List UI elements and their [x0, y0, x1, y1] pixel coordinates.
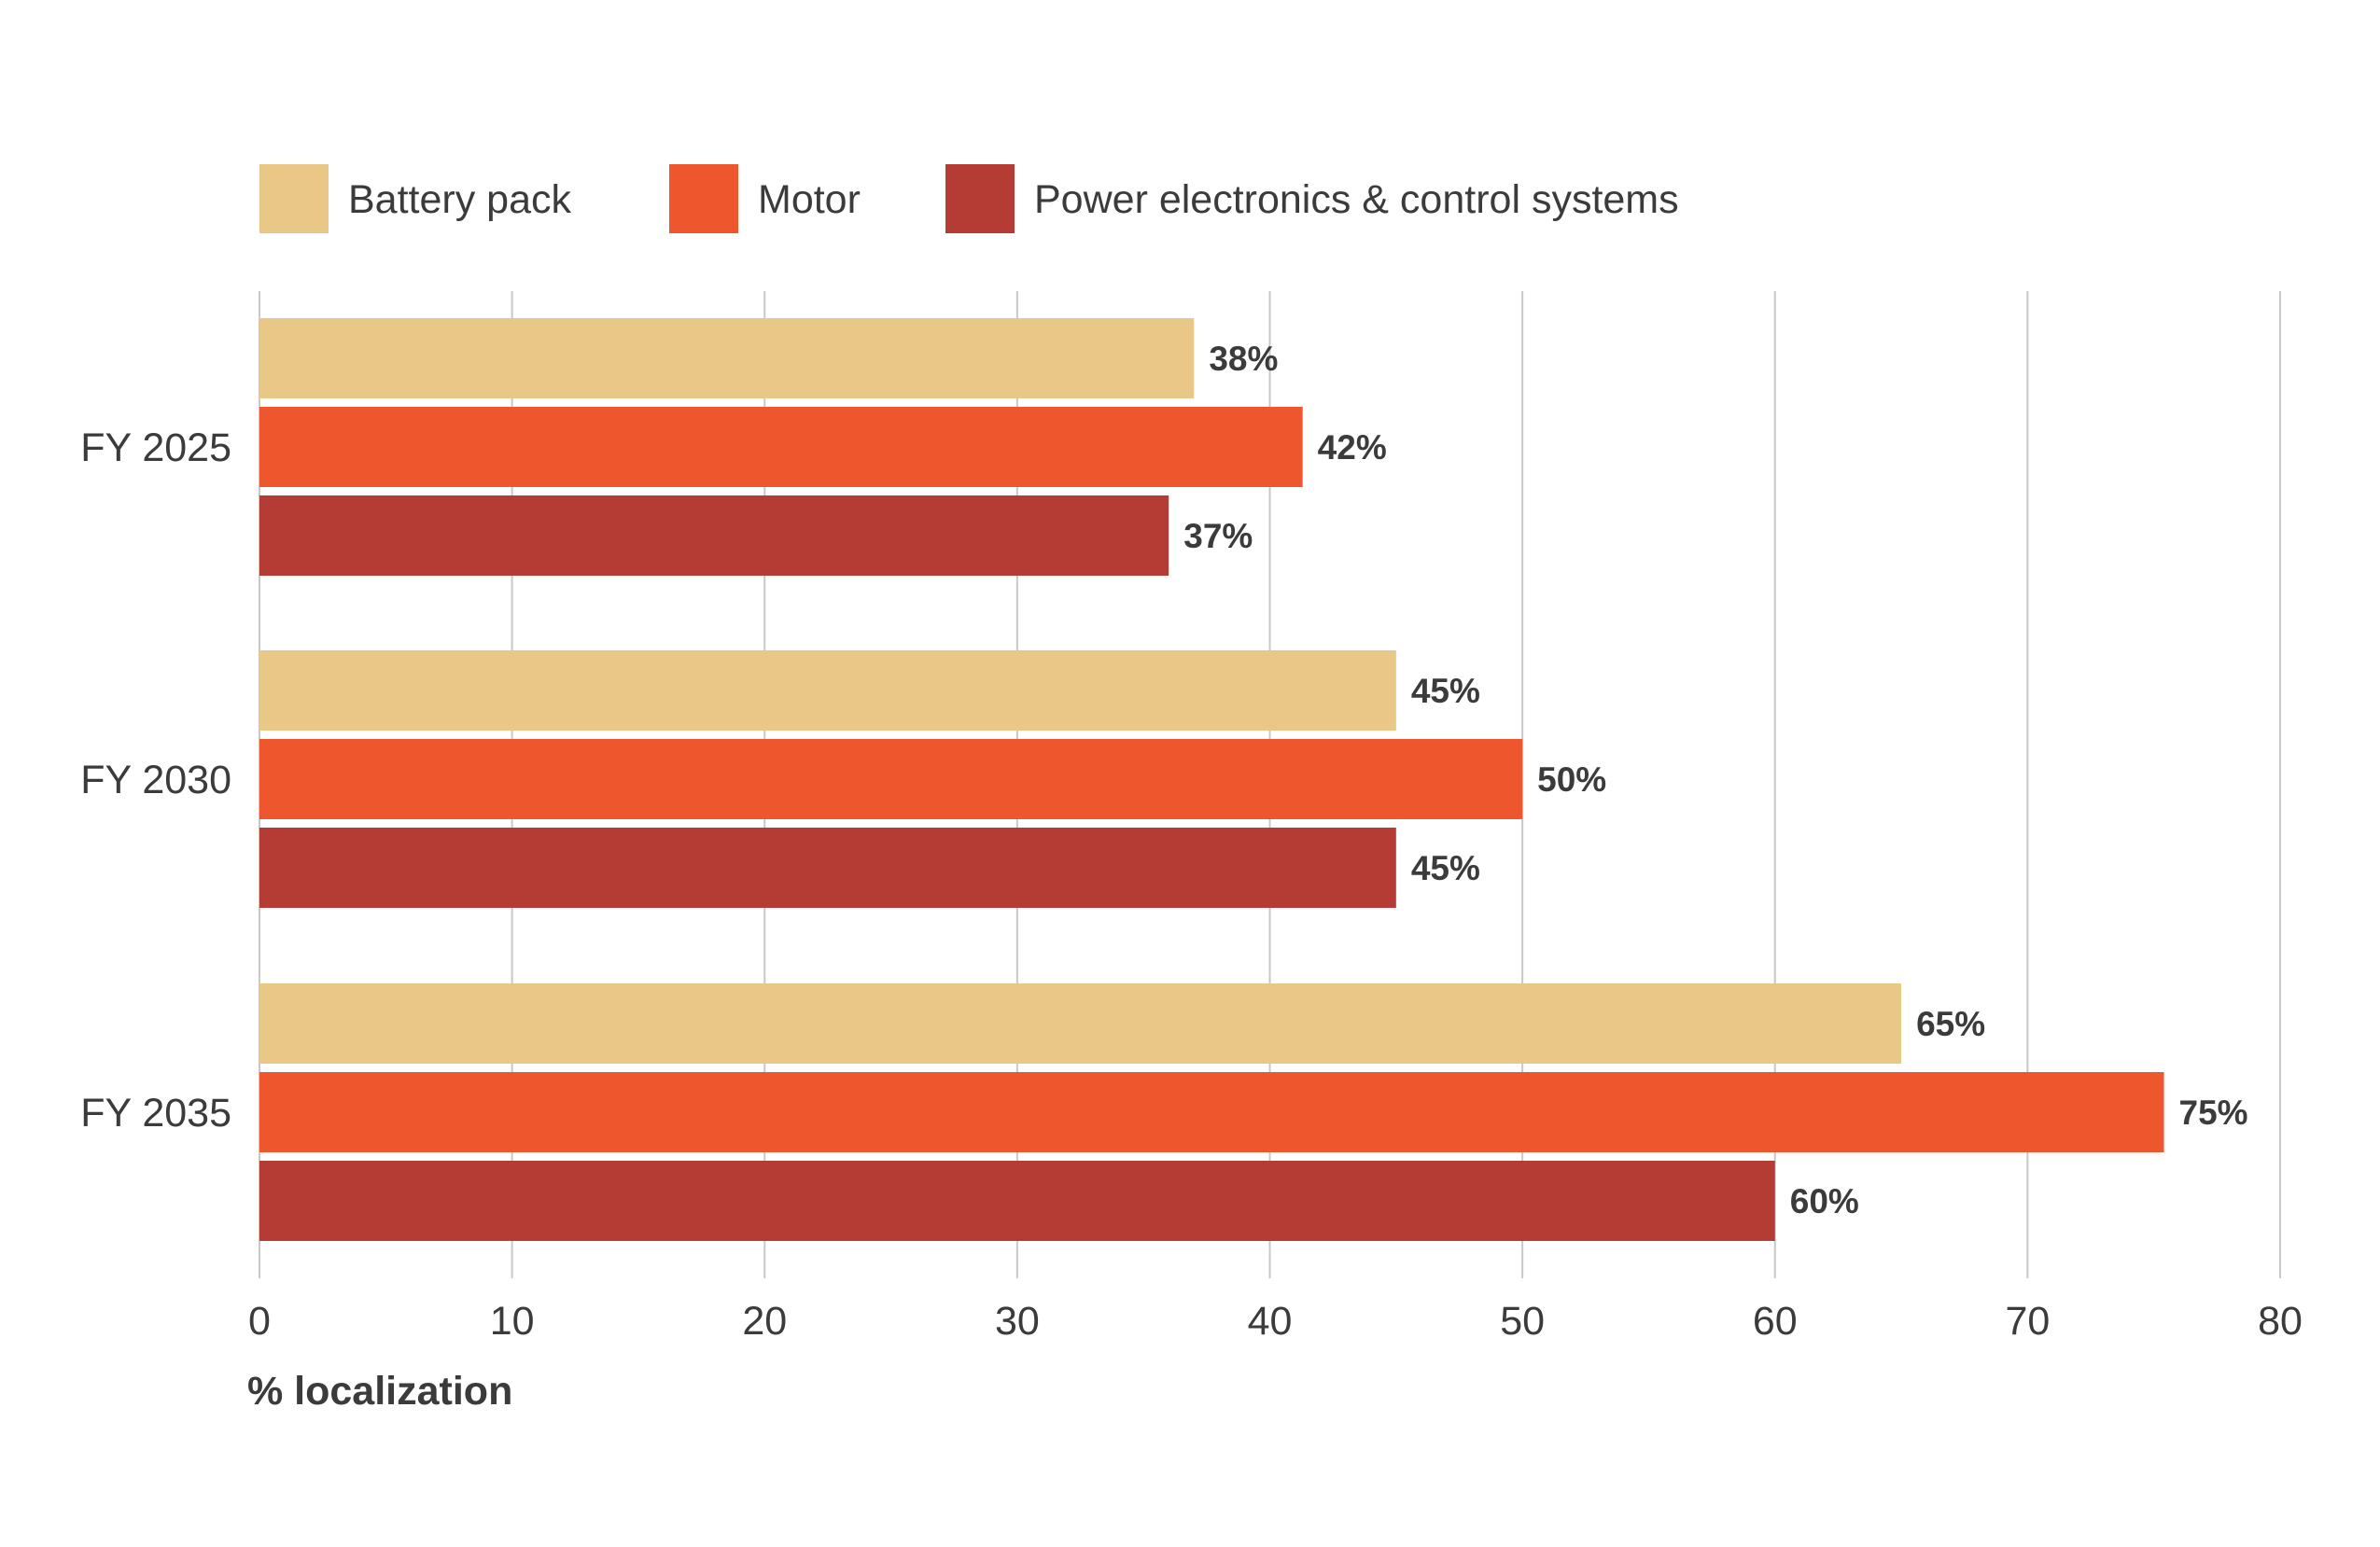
data-label: 45%	[1411, 849, 1480, 887]
data-label: 42%	[1318, 428, 1387, 467]
legend-label: Power electronics & control systems	[1034, 177, 1679, 222]
x-axis-title: % localization	[247, 1369, 512, 1414]
data-label: 75%	[2179, 1094, 2248, 1132]
category-label: FY 2030	[80, 758, 231, 802]
x-tick-label: 70	[2005, 1299, 2050, 1344]
legend: Battery pack Motor Power electronics & con…	[259, 164, 1679, 233]
category-labels: FY 2025 FY 2030 FY 2035	[80, 425, 231, 1136]
legend-swatch	[945, 164, 1015, 233]
x-tick-label: 50	[1500, 1299, 1545, 1344]
x-tick-label: 20	[742, 1299, 787, 1344]
x-axis-ticks: 0 10 20 30 40 50 60 70 80	[248, 1299, 2303, 1344]
category-label: FY 2035	[80, 1091, 231, 1136]
legend-label: Motor	[758, 177, 861, 222]
bar	[259, 739, 1523, 819]
bar	[259, 828, 1396, 908]
x-tick-label: 40	[1248, 1299, 1293, 1344]
legend-label: Battery pack	[348, 177, 571, 222]
bar	[259, 650, 1396, 731]
bar	[259, 407, 1303, 487]
x-tick-label: 60	[1753, 1299, 1798, 1344]
data-label: 37%	[1183, 517, 1253, 555]
data-label: 60%	[1790, 1182, 1859, 1220]
bar	[259, 983, 1902, 1064]
x-tick-label: 10	[490, 1299, 535, 1344]
value-labels: 38% 42% 37% 45% 50% 45% 65% 75% 60%	[1183, 340, 2247, 1220]
bars	[259, 318, 2164, 1241]
x-tick-label: 30	[995, 1299, 1040, 1344]
bar	[259, 495, 1169, 576]
data-label: 65%	[1916, 1005, 1985, 1043]
data-label: 38%	[1209, 340, 1278, 378]
bar	[259, 1161, 1775, 1241]
legend-swatch	[669, 164, 738, 233]
x-tick-label: 80	[2258, 1299, 2303, 1344]
bar	[259, 318, 1195, 398]
data-label: 45%	[1411, 672, 1480, 710]
bar	[259, 1072, 2164, 1152]
legend-swatch	[259, 164, 329, 233]
category-label: FY 2025	[80, 425, 231, 470]
data-label: 50%	[1537, 760, 1606, 799]
x-tick-label: 0	[248, 1299, 271, 1344]
